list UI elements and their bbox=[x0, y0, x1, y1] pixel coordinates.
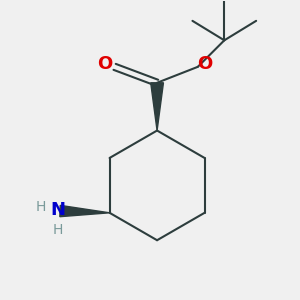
Polygon shape bbox=[60, 206, 110, 217]
Text: O: O bbox=[97, 55, 112, 73]
Text: H: H bbox=[35, 200, 46, 214]
Text: O: O bbox=[197, 55, 212, 73]
Text: H: H bbox=[53, 224, 64, 238]
Polygon shape bbox=[151, 83, 164, 130]
Text: N: N bbox=[51, 201, 66, 219]
